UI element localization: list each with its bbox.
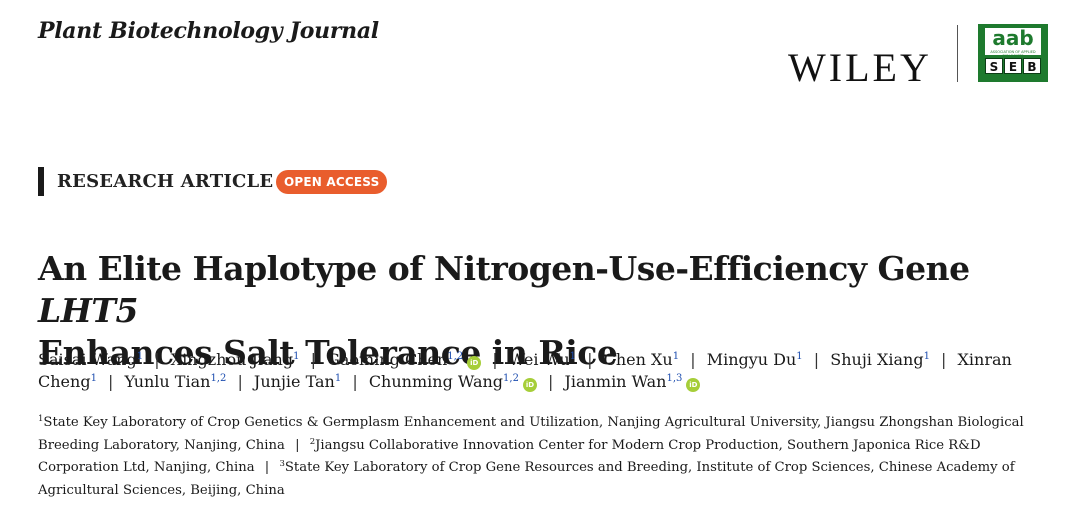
author-separator: | xyxy=(352,372,358,391)
author-affiliation-number[interactable]: 1 xyxy=(923,351,930,362)
affiliation-text: State Key Laboratory of Crop Gene Resour… xyxy=(38,460,1015,499)
society-logo-aab: aab xyxy=(985,28,1041,52)
author-affiliation-number[interactable]: 1 xyxy=(293,351,300,362)
society-logo-letter-s: S xyxy=(985,58,1003,74)
author-separator: | xyxy=(108,372,114,391)
journal-name[interactable]: Plant Biotechnology Journal xyxy=(38,18,379,44)
affiliation-number: 2 xyxy=(309,436,316,447)
author-affiliation-number[interactable]: 1,2 xyxy=(447,351,464,362)
author-affiliation-number[interactable]: 1 xyxy=(334,373,342,384)
author-separator: | xyxy=(154,350,160,369)
affiliations: 1State Key Laboratory of Crop Genetics &… xyxy=(38,412,1048,503)
author-affiliation-number[interactable]: 1 xyxy=(136,351,144,362)
author-entry: Shuji Xiang1 xyxy=(830,350,930,369)
logo-divider xyxy=(957,25,958,82)
affiliation-separator: | xyxy=(264,460,270,476)
author-entry: Gaoming Chen1,2iD xyxy=(327,350,482,370)
society-logo-letter-e: E xyxy=(1004,58,1022,74)
author-name[interactable]: Xinran Cheng xyxy=(38,350,1012,391)
affiliation-text: State Key Laboratory of Crop Genetics & … xyxy=(38,415,1024,453)
affiliation-entry: 2Jiangsu Collaborative Innovation Center… xyxy=(38,436,981,476)
author-affiliation-number[interactable]: 1 xyxy=(672,351,680,362)
author-affiliation-number[interactable]: 1 xyxy=(796,351,803,362)
author-entry: Junjie Tan1 xyxy=(254,372,341,391)
author-separator: | xyxy=(548,372,554,391)
author-affiliation-number[interactable]: 1,2 xyxy=(503,373,519,384)
section-marker-bar xyxy=(38,167,44,196)
society-logo-letter-b: B xyxy=(1023,58,1041,74)
author-entry: Chunming Wang1,2iD xyxy=(368,372,537,392)
orcid-icon[interactable]: iD xyxy=(522,378,537,392)
orcid-icon[interactable]: iD xyxy=(467,356,482,370)
author-separator: | xyxy=(310,350,316,369)
author-separator: | xyxy=(237,372,243,391)
author-name[interactable]: Junjie Tan xyxy=(253,372,335,391)
author-separator: | xyxy=(492,350,498,369)
affiliation-number: 3 xyxy=(279,459,285,470)
author-affiliation-number[interactable]: 1,2 xyxy=(210,373,227,384)
author-entry: Xinran Cheng1 xyxy=(38,350,1012,391)
society-logo[interactable]: aab ASSOCIATION OF APPLIED BIOLOGISTS S … xyxy=(978,24,1048,82)
affiliation-number: 1 xyxy=(38,414,44,424)
title-gene-name: LHT5 xyxy=(38,291,138,330)
author-name[interactable]: Gaoming Chen xyxy=(327,350,448,369)
author-name[interactable]: Saisai Wang xyxy=(38,350,137,369)
affiliation-entry: 3State Key Laboratory of Crop Gene Resou… xyxy=(38,460,1015,498)
author-separator: | xyxy=(813,350,820,369)
title-part-2: Enhances Salt Tolerance in Rice xyxy=(38,333,618,372)
author-name[interactable]: Chunming Wang xyxy=(368,372,504,391)
author-name[interactable]: Mingyu Du xyxy=(706,350,797,369)
author-separator: | xyxy=(690,350,696,369)
affiliation-entry: 1State Key Laboratory of Crop Genetics &… xyxy=(38,415,1024,453)
author-name[interactable]: Shuji Xiang xyxy=(830,350,924,369)
author-affiliation-number[interactable]: 1 xyxy=(90,373,97,384)
author-separator: | xyxy=(941,350,947,369)
society-logo-subtitle: ASSOCIATION OF APPLIED BIOLOGISTS xyxy=(985,50,1041,58)
author-name[interactable]: Jianmin Wan xyxy=(564,372,667,391)
author-name[interactable]: Xingzhou Jiang xyxy=(170,350,294,369)
wiley-logo[interactable]: WILEY xyxy=(788,48,932,88)
author-name[interactable]: Chen Xu xyxy=(603,350,673,369)
affiliation-text: Jiangsu Collaborative Innovation Center … xyxy=(38,437,981,476)
author-name[interactable]: Yunlu Tian xyxy=(124,372,211,391)
author-entry: Yunlu Tian1,2 xyxy=(125,372,227,391)
author-entry: Jianmin Wan1,3iD xyxy=(564,372,701,392)
author-name[interactable]: Wei Wu xyxy=(508,350,570,369)
article-type-label: RESEARCH ARTICLE xyxy=(57,171,274,192)
affiliation-separator: | xyxy=(295,437,300,453)
author-entry: Chen Xu1 xyxy=(604,350,679,369)
orcid-icon[interactable]: iD xyxy=(686,378,701,392)
article-title: An Elite Haplotype of Nitrogen-Use-Effic… xyxy=(38,248,1048,374)
title-part-1: An Elite Haplotype of Nitrogen-Use-Effic… xyxy=(38,249,970,288)
author-separator: | xyxy=(587,350,593,369)
author-entry: Wei Wu1 xyxy=(509,350,576,369)
author-entry: Xingzhou Jiang1 xyxy=(171,350,300,369)
wiley-logo-text: WILEY xyxy=(788,45,932,90)
author-list: Saisai Wang1 | Xingzhou Jiang1 | Gaoming… xyxy=(38,349,1058,393)
author-affiliation-number[interactable]: 1 xyxy=(569,351,577,362)
author-entry: Saisai Wang1 xyxy=(38,350,143,369)
author-affiliation-number[interactable]: 1,3 xyxy=(666,373,683,384)
open-access-badge[interactable]: OPEN ACCESS xyxy=(276,170,388,194)
author-entry: Mingyu Du1 xyxy=(707,350,803,369)
